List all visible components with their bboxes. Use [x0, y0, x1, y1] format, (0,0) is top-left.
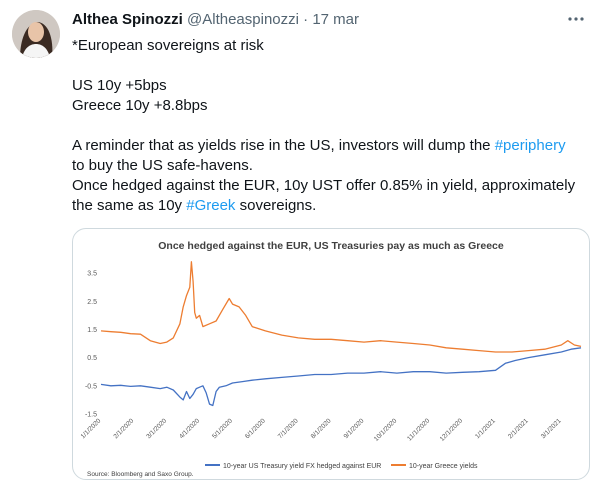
- x-tick-label: 7/1/2020: [277, 417, 300, 440]
- avatar-image: [12, 10, 60, 58]
- tweet-date[interactable]: 17 mar: [312, 11, 359, 28]
- y-tick-label: 1.5: [87, 327, 97, 334]
- x-tick-label: 2/1/2020: [112, 417, 135, 440]
- tweet-header: Althea Spinozzi @Altheaspinozzi · 17 mar: [72, 10, 592, 30]
- text-line: to buy the US safe-havens.: [72, 157, 253, 174]
- hashtag-greek-link[interactable]: #Greek: [186, 197, 236, 214]
- hashtag-periphery-link[interactable]: #periphery: [494, 137, 566, 154]
- y-tick-label: 2.5: [87, 299, 97, 306]
- chart: Once hedged against the EUR, US Treasuri…: [80, 240, 582, 478]
- text-segment: the same as 10y: [72, 197, 187, 214]
- text-segment: sovereigns.: [235, 197, 317, 214]
- text-line: A reminder that as yields rise in the US…: [72, 136, 592, 156]
- text-line: Greece 10y +8.8bps: [72, 97, 208, 114]
- text-line: US 10y +5bps: [72, 77, 167, 94]
- text-line: Once hedged against the EUR, 10y UST off…: [72, 177, 576, 194]
- x-tick-label: 1/1/2020: [80, 417, 103, 440]
- series-line-us-hedged: [100, 347, 582, 407]
- x-tick-label: 1/1/2021: [474, 417, 497, 440]
- series-line-greece: [100, 261, 582, 353]
- text-line: *European sovereigns at risk: [72, 37, 264, 54]
- author-name[interactable]: Althea Spinozzi: [72, 11, 183, 28]
- x-tick-label: 4/1/2020: [178, 417, 201, 440]
- y-tick-label: -1.5: [85, 412, 97, 419]
- legend-label-us: 10-year US Treasury yield FX hedged agai…: [223, 463, 381, 470]
- avatar[interactable]: [12, 10, 60, 58]
- legend-label-greece: 10-year Greece yields: [409, 463, 478, 470]
- y-tick-label: -0.5: [85, 383, 97, 390]
- x-tick-label: 8/1/2020: [310, 417, 333, 440]
- chart-image[interactable]: Once hedged against the EUR, US Treasuri…: [72, 228, 590, 480]
- x-tick-label: 6/1/2020: [244, 417, 267, 440]
- x-tick-label: 9/1/2020: [343, 417, 366, 440]
- separator-dot: ·: [303, 11, 309, 28]
- chart-source: Source: Bloomberg and Saxo Group.: [87, 471, 194, 478]
- x-tick-label: 10/1/2020: [373, 417, 399, 443]
- x-tick-label: 3/1/2021: [540, 417, 563, 440]
- y-tick-label: 0.5: [87, 355, 97, 362]
- text-segment: A reminder that as yields rise in the US…: [72, 137, 495, 154]
- chart-title: Once hedged against the EUR, US Treasuri…: [158, 240, 504, 252]
- author-handle[interactable]: @Altheaspinozzi: [187, 11, 299, 28]
- y-tick-label: 3.5: [87, 271, 97, 278]
- tweet-text: *European sovereigns at risk US 10y +5bp…: [72, 36, 592, 216]
- text-line: the same as 10y #Greek sovereigns.: [72, 196, 592, 216]
- ellipsis-icon[interactable]: [566, 10, 586, 30]
- x-tick-label: 5/1/2020: [211, 417, 234, 440]
- x-tick-label: 11/1/2020: [406, 417, 431, 442]
- x-tick-label: 3/1/2020: [145, 417, 168, 440]
- x-tick-label: 12/1/2020: [439, 417, 465, 443]
- x-tick-label: 2/1/2021: [507, 417, 530, 440]
